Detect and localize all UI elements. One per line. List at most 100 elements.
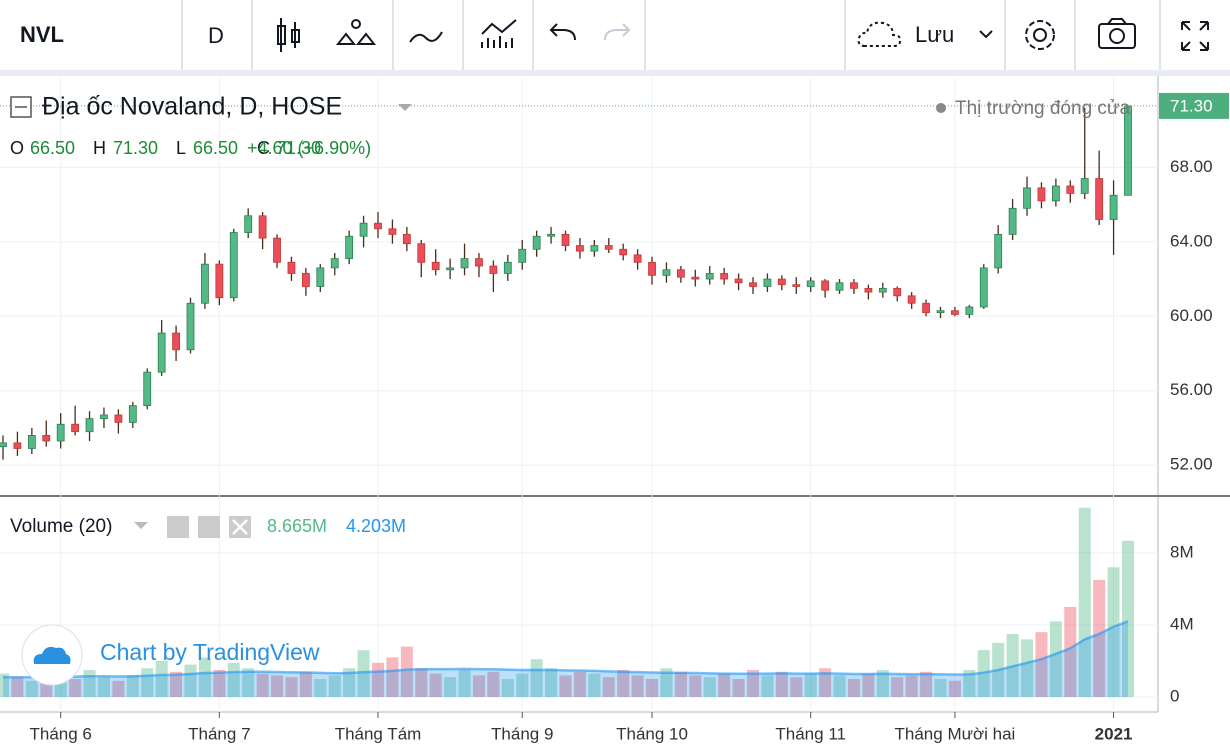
candle-body bbox=[1095, 178, 1104, 220]
candle-body bbox=[330, 258, 339, 269]
candle-body bbox=[850, 282, 858, 289]
x-tick-label: Tháng 7 bbox=[188, 724, 250, 743]
undo-icon[interactable] bbox=[549, 23, 576, 41]
market-dot bbox=[936, 103, 946, 113]
cloud-icon[interactable] bbox=[857, 21, 902, 47]
volume-bar bbox=[819, 668, 832, 698]
candle-body bbox=[258, 215, 267, 239]
candle-body bbox=[633, 254, 642, 263]
volume-bar bbox=[804, 673, 817, 698]
volume-bar bbox=[343, 668, 356, 698]
templates-icon[interactable] bbox=[481, 19, 517, 48]
gear-icon[interactable] bbox=[198, 516, 220, 538]
candle-body bbox=[446, 267, 455, 271]
y-tick-label: 64.00 bbox=[1170, 231, 1213, 250]
volume-bar bbox=[602, 677, 615, 698]
candle-body bbox=[388, 228, 397, 235]
ohlc-value: 71.30 bbox=[276, 138, 321, 158]
candle-body bbox=[359, 222, 368, 237]
indicators-icon[interactable] bbox=[335, 19, 377, 45]
volume-value: 8.665M bbox=[267, 516, 327, 536]
volume-caret[interactable] bbox=[134, 522, 148, 529]
candle-body bbox=[763, 278, 772, 287]
x-tick-label: Tháng Tám bbox=[335, 724, 422, 743]
volume-bar bbox=[25, 680, 38, 698]
save-caret[interactable] bbox=[979, 30, 993, 39]
volume-bar bbox=[718, 673, 731, 698]
volume-bar bbox=[155, 660, 168, 698]
candle-body bbox=[143, 371, 152, 407]
ohlc-key: H bbox=[93, 138, 106, 158]
volume-bar bbox=[703, 677, 716, 698]
marks bbox=[0, 105, 1158, 698]
volume-bar bbox=[11, 677, 24, 698]
ohlc-value: 71.30 bbox=[113, 138, 158, 158]
close-cross bbox=[232, 519, 248, 535]
candle-body bbox=[994, 233, 1003, 269]
volume-title: Volume (20) bbox=[10, 516, 112, 537]
candle-body bbox=[85, 418, 94, 433]
candle-body bbox=[561, 233, 570, 246]
ohlc-key: O bbox=[10, 138, 24, 158]
toolbar-icons bbox=[277, 18, 1209, 52]
volume-bar bbox=[487, 671, 500, 698]
market-status: Thị trường đóng cửa bbox=[955, 98, 1131, 119]
candle-body bbox=[676, 269, 685, 278]
candle-body bbox=[1037, 187, 1046, 202]
last-price-box bbox=[1159, 92, 1229, 119]
title-caret[interactable] bbox=[398, 104, 412, 111]
y-tick-label: 56.00 bbox=[1170, 380, 1213, 399]
volume-bar bbox=[271, 675, 284, 698]
volume-bar bbox=[775, 671, 788, 698]
volume-bar bbox=[862, 673, 875, 698]
candle-icon[interactable] bbox=[277, 18, 300, 52]
volume-bar bbox=[660, 668, 673, 698]
x-tick-label: Tháng 11 bbox=[775, 724, 846, 743]
volume-ma-line bbox=[3, 620, 1129, 679]
volume-bar bbox=[545, 668, 558, 698]
volume-bar bbox=[429, 673, 442, 698]
symbol[interactable]: NVL bbox=[20, 22, 64, 47]
candle-body bbox=[201, 263, 209, 304]
volume-bar bbox=[747, 669, 759, 698]
candle-body bbox=[1080, 178, 1089, 194]
eye-icon[interactable] bbox=[167, 516, 189, 538]
volume-bar bbox=[1093, 579, 1106, 698]
interval[interactable]: D bbox=[208, 23, 224, 48]
candle-body bbox=[172, 332, 180, 351]
labels: 52.00 56.00 60.00 64.00 68.00 0 4M 8M Tháng 6 Thá… bbox=[10, 92, 1229, 743]
snapshot-icon[interactable] bbox=[1098, 18, 1136, 49]
candle-body bbox=[431, 261, 440, 271]
candle-body bbox=[662, 269, 671, 276]
watermark-cloud bbox=[33, 646, 71, 664]
volume-bar bbox=[1021, 639, 1034, 698]
volume-bar bbox=[617, 669, 630, 698]
volume-bar bbox=[444, 677, 457, 698]
volume-bar bbox=[299, 671, 312, 698]
x-tick-label: Tháng Mười hai bbox=[895, 724, 1016, 743]
candle-body bbox=[922, 302, 930, 313]
candle-body bbox=[460, 258, 469, 269]
volume-bar bbox=[1107, 567, 1120, 698]
y-tick-label: 68.00 bbox=[1170, 157, 1213, 176]
toolbar bbox=[0, 0, 1230, 70]
candle-body bbox=[604, 245, 613, 250]
candle-body bbox=[100, 414, 108, 420]
save-button[interactable]: Lưu bbox=[915, 22, 954, 47]
candle-body bbox=[345, 235, 354, 259]
x-tick-label: 2021 bbox=[1095, 724, 1133, 743]
candle-body bbox=[777, 278, 786, 286]
compare-icon[interactable] bbox=[409, 31, 443, 43]
candle-body bbox=[157, 332, 166, 373]
candle-body bbox=[878, 287, 887, 293]
fullscreen-icon[interactable] bbox=[1181, 21, 1209, 51]
candle-body bbox=[1051, 185, 1060, 202]
volume-bar bbox=[516, 673, 529, 698]
toolbar-separators bbox=[181, 0, 1161, 70]
volume-bar bbox=[213, 669, 226, 698]
candle-body bbox=[301, 273, 310, 287]
candle-body bbox=[806, 280, 815, 287]
settings-icon[interactable] bbox=[1025, 20, 1055, 50]
candle-body bbox=[114, 414, 123, 423]
candle-body bbox=[792, 284, 801, 287]
